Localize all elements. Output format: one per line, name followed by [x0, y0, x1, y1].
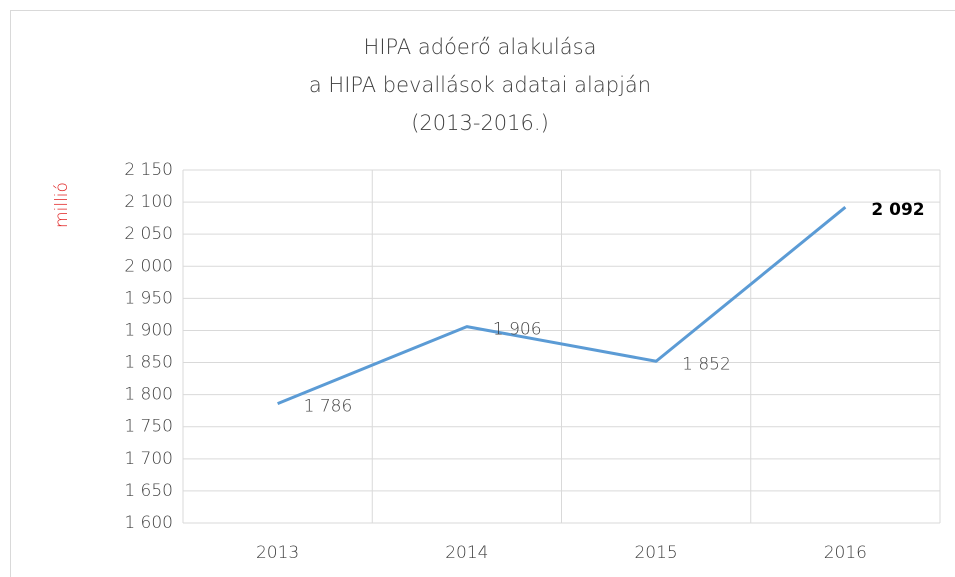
chart-title: HIPA adóerő alakulása	[364, 35, 597, 59]
y-tick-label: 2 150	[124, 160, 173, 180]
y-tick-label: 1 800	[124, 385, 173, 405]
chart-subtitle: (2013-2016.)	[411, 111, 549, 135]
y-tick-label: 1 850	[124, 353, 173, 373]
y-tick-label: 1 650	[124, 481, 173, 501]
x-tick-label: 2013	[256, 543, 299, 563]
y-tick-label: 1 750	[124, 417, 173, 437]
y-tick-label: 1 900	[124, 320, 173, 340]
y-tick-label: 1 700	[124, 449, 173, 469]
y-axis-label: millió	[52, 182, 72, 228]
data-label: 1 786	[304, 397, 353, 417]
y-tick-label: 2 050	[124, 224, 173, 244]
chart-frame	[10, 10, 955, 577]
y-tick-label: 2 000	[124, 256, 173, 276]
y-tick-label: 2 100	[124, 192, 173, 212]
data-label: 2 092	[871, 200, 924, 220]
x-tick-label: 2014	[445, 543, 488, 563]
y-tick-label: 1 600	[124, 513, 173, 533]
data-label: 1 906	[493, 320, 542, 340]
y-tick-label: 1 950	[124, 288, 173, 308]
line-series	[277, 206, 847, 406]
data-label: 1 852	[682, 354, 731, 374]
x-tick-label: 2016	[824, 543, 867, 563]
chart-subtitle: a HIPA bevallások adatai alapján	[309, 73, 651, 97]
x-tick-label: 2015	[634, 543, 677, 563]
